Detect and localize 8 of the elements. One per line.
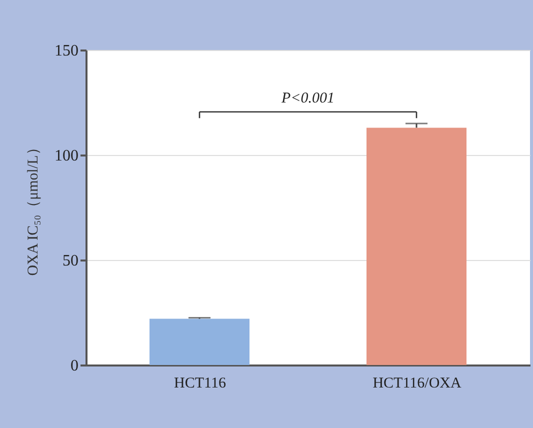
y-tick-label: 50 <box>62 252 78 270</box>
x-tick-label: HCT116/OXA <box>372 376 462 392</box>
y-tick-label: 100 <box>54 148 78 164</box>
y-axis-title: OXA IC₅₀（μmol/L） <box>26 140 42 276</box>
x-tick-label: HCT116 <box>174 376 226 392</box>
annotation: P<0.001 <box>280 90 335 107</box>
y-tick-label: 0 <box>70 358 78 374</box>
y-tick-label: 150 <box>54 42 78 60</box>
